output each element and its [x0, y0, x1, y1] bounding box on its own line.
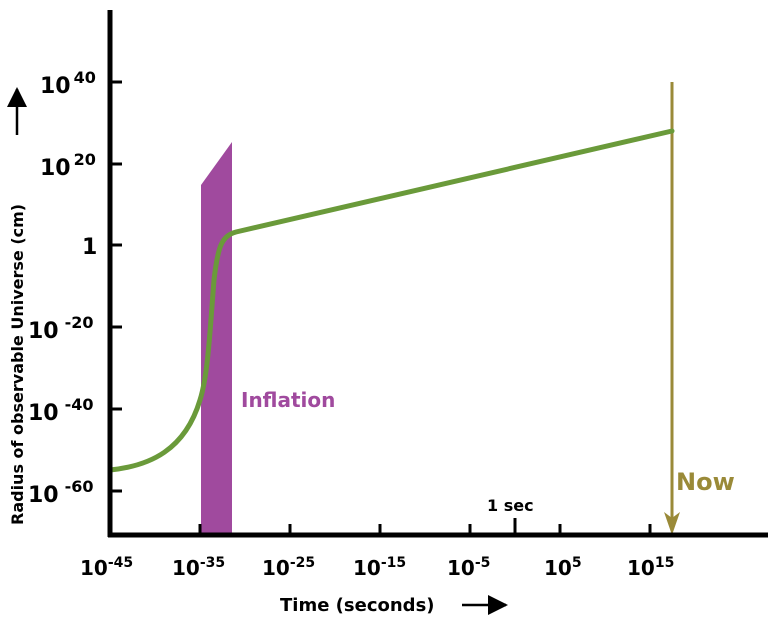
- x-tick-label: 10-45: [80, 555, 133, 580]
- inflation-label: Inflation: [241, 388, 335, 412]
- x-tick-label: 10-25: [262, 555, 315, 580]
- x-tick-label: 105: [544, 555, 582, 580]
- y-tick-label: 10 -40: [28, 395, 94, 426]
- x-tick-label: 10-5: [447, 555, 490, 580]
- svg-text:Radius of observable Universe: Radius of observable Universe (cm): [8, 204, 27, 525]
- one-sec-label: 1 sec: [487, 496, 534, 515]
- x-tick-labels: 10-45 10-35 10-25 10-15 10-5 105 1015: [80, 555, 674, 580]
- now-label: Now: [676, 468, 735, 496]
- y-ticks: [110, 80, 122, 493]
- now-arrow: [664, 82, 680, 535]
- y-axis-title: Radius of observable Universe (cm): [7, 87, 27, 525]
- x-tick-label: 10-15: [353, 555, 406, 580]
- x-ticks: [198, 518, 652, 535]
- x-tick-label: 10-35: [172, 555, 225, 580]
- y-tick-label: 1: [82, 235, 97, 260]
- y-tick-label: 10 20: [40, 150, 96, 181]
- x-tick-label: 1015: [627, 555, 674, 580]
- svg-text:Time (seconds): Time (seconds): [280, 595, 435, 616]
- radius-curve: [107, 128, 675, 473]
- y-tick-labels: 10 40 10 20 1 10 -20 10 -40 10 -60: [28, 68, 97, 508]
- x-axis-title: Time (seconds): [280, 595, 508, 616]
- y-tick-label: 10 -60: [28, 477, 94, 508]
- inflation-band: [201, 142, 232, 535]
- y-tick-label: 10 -20: [28, 313, 94, 344]
- y-tick-label: 10 40: [40, 68, 96, 99]
